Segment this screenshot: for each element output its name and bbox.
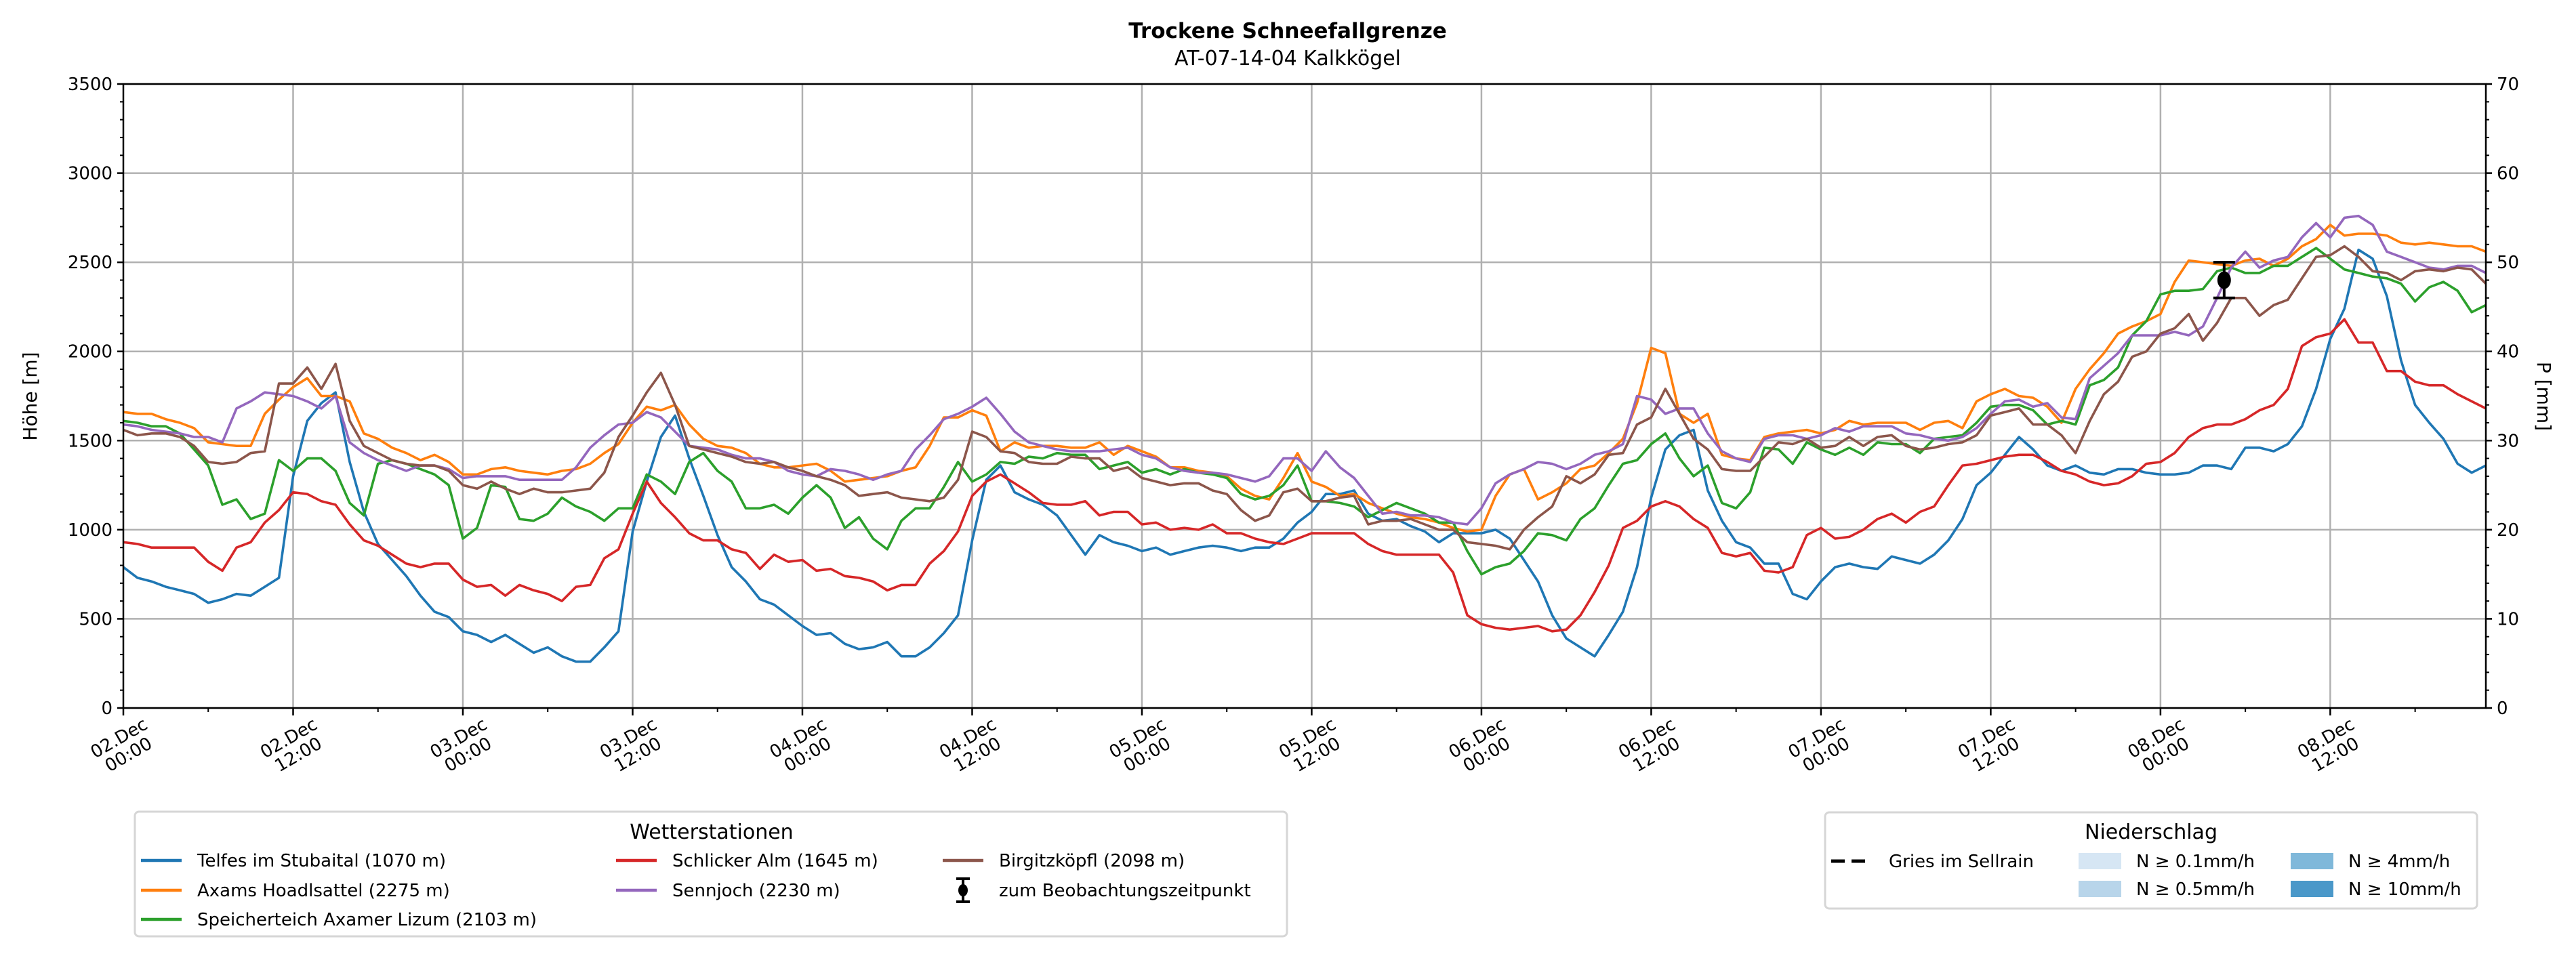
legend-label: Speicherteich Axamer Lizum (2103 m) — [197, 910, 537, 930]
legend-label: N ≥ 4mm/h — [2348, 852, 2450, 872]
legend-precipitation: Niederschlag Gries im Sellrain N ≥ 0.1mm/h… — [1824, 811, 2478, 910]
grid — [123, 83, 2486, 709]
legend-item: Axams Hoadlsattel (2275 m) — [141, 881, 450, 901]
y-tick-label: 1500 — [68, 431, 113, 451]
y-right-tick-label: 50 — [2497, 253, 2519, 273]
legend-label: Schlicker Alm (1645 m) — [672, 851, 878, 871]
legend-item: Telfes im Stubaital (1070 m) — [141, 851, 446, 871]
y-right-tick-label: 60 — [2497, 164, 2519, 184]
legend-box — [134, 810, 1288, 938]
legend-item: Schlicker Alm (1645 m) — [616, 851, 878, 871]
plot-frame — [122, 83, 2487, 709]
legend-item: N ≥ 4mm/h — [2291, 852, 2450, 872]
series-lines — [123, 214, 2486, 663]
legend-weather-stations: Wetterstationen Telfes im Stubaital (1070… — [134, 810, 1288, 938]
y-right-tick-label: 20 — [2497, 520, 2519, 541]
legend-item: Speicherteich Axamer Lizum (2103 m) — [141, 910, 537, 930]
y-right-tick-label: 10 — [2497, 609, 2519, 629]
legend-patch-swatch — [2079, 881, 2121, 897]
series-line — [123, 224, 2486, 533]
legend-label: Telfes im Stubaital (1070 m) — [197, 851, 446, 871]
legend-label: zum Beobachtungszeitpunkt — [999, 881, 1251, 901]
observation-point — [2217, 271, 2231, 289]
chart-subtitle: AT-07-14-04 Kalkkögel — [1174, 47, 1401, 70]
series-line — [123, 248, 2486, 663]
y-right-tick-label: 70 — [2497, 75, 2519, 95]
legend-patch-swatch — [2291, 881, 2333, 897]
legend-item: zum Beobachtungszeitpunkt — [956, 877, 1251, 903]
y-tick-label: 500 — [79, 609, 113, 629]
legend-item: N ≥ 10mm/h — [2291, 879, 2461, 900]
chart-title: Trockene Schneefallgrenze — [1128, 19, 1447, 43]
legend-item: Gries im Sellrain — [1831, 852, 2034, 872]
legend-label: Sennjoch (2230 m) — [672, 881, 840, 901]
y-axis-right-label: P [mm] — [2533, 362, 2555, 431]
legend-label: Gries im Sellrain — [1889, 852, 2034, 872]
y-tick-label: 0 — [101, 699, 113, 719]
legend-item: N ≥ 0.5mm/h — [2079, 879, 2255, 900]
series-line — [123, 214, 2486, 526]
y-tick-label: 3500 — [68, 75, 113, 95]
legend-label: N ≥ 10mm/h — [2348, 879, 2461, 900]
y-tick-label: 1000 — [68, 520, 113, 541]
y-right-tick-label: 30 — [2497, 431, 2519, 451]
series-line — [123, 247, 2486, 576]
legend-label: N ≥ 0.1mm/h — [2136, 852, 2255, 872]
series-line — [123, 245, 2486, 551]
y-axis-label: Höhe [m] — [19, 352, 41, 440]
axes: 0 0 500 10 1000 20 1500 30 2000 40 2500 50 3000 60 350… — [68, 75, 2519, 776]
legend-patch-swatch — [2079, 853, 2121, 869]
legend-item: Sennjoch (2230 m) — [616, 881, 840, 901]
legend-title: Wetterstationen — [630, 820, 793, 844]
y-tick-label: 3000 — [68, 164, 113, 184]
y-tick-label: 2500 — [68, 253, 113, 273]
legend-patch-swatch — [2291, 853, 2333, 869]
legend-label: Birgitzköpfl (2098 m) — [999, 851, 1185, 871]
y-right-tick-label: 40 — [2497, 342, 2519, 362]
legend-label: N ≥ 0.5mm/h — [2136, 879, 2255, 900]
legend-label: Axams Hoadlsattel (2275 m) — [197, 881, 450, 901]
legend-item: Birgitzköpfl (2098 m) — [943, 851, 1185, 871]
legend-point-icon — [958, 884, 968, 896]
y-tick-label: 2000 — [68, 342, 113, 362]
y-right-tick-label: 0 — [2497, 699, 2508, 719]
legend-item: N ≥ 0.1mm/h — [2079, 852, 2255, 872]
legend-title: Niederschlag — [2085, 820, 2217, 844]
series-line — [123, 318, 2486, 633]
